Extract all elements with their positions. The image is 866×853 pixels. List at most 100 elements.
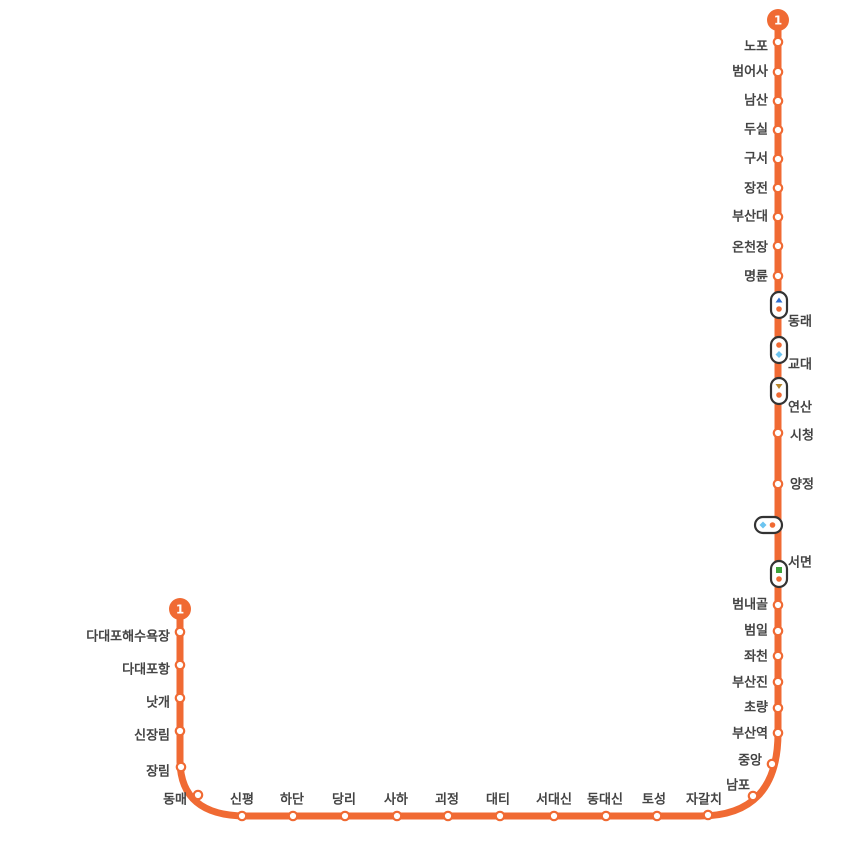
station-label[interactable]: 교대 xyxy=(788,358,812,373)
station-label[interactable]: 하단 xyxy=(280,792,304,808)
station-namsan[interactable]: 남산 xyxy=(744,93,784,109)
station-beomnaegol[interactable]: 범내골 xyxy=(732,597,784,613)
station-label[interactable]: 부산진 xyxy=(732,675,768,691)
station-marker[interactable] xyxy=(772,36,784,48)
station-marker[interactable] xyxy=(772,270,784,282)
station-label[interactable]: 범내골 xyxy=(732,597,768,613)
station-oncheonjang[interactable]: 온천장 xyxy=(732,240,784,256)
station-label[interactable]: 당리 xyxy=(332,792,356,808)
station-marker[interactable] xyxy=(174,692,186,704)
station-marker[interactable] xyxy=(772,478,784,490)
station-label[interactable]: 동래 xyxy=(788,315,812,330)
station-label[interactable]: 초량 xyxy=(744,701,768,716)
station-busan-station[interactable]: 부산역 xyxy=(732,726,784,742)
station-marker[interactable] xyxy=(651,810,663,822)
transfer-dongnae[interactable] xyxy=(769,290,789,320)
station-marker[interactable] xyxy=(772,95,784,107)
station-seomyeon[interactable]: 서면 xyxy=(788,555,812,571)
station-label[interactable]: 다대포해수욕장 xyxy=(86,629,170,645)
station-label[interactable]: 시청 xyxy=(790,428,814,444)
station-marker[interactable] xyxy=(772,727,784,739)
station-label[interactable]: 신평 xyxy=(230,792,254,808)
station-dadaepohang[interactable]: 다대포항 xyxy=(122,659,186,678)
station-marker[interactable] xyxy=(772,702,784,714)
station-label[interactable]: 명륜 xyxy=(744,269,768,285)
transfer-seomyeon[interactable] xyxy=(769,559,789,589)
station-marker[interactable] xyxy=(600,810,612,822)
station-marker[interactable] xyxy=(772,650,784,662)
station-choryang[interactable]: 초량 xyxy=(744,701,784,716)
station-label[interactable]: 범어사 xyxy=(732,64,768,80)
station-marker[interactable] xyxy=(772,625,784,637)
station-marker[interactable] xyxy=(747,790,759,802)
station-label[interactable]: 동매 xyxy=(163,793,187,808)
station-nopo[interactable]: 노포 xyxy=(744,36,784,55)
station-label[interactable]: 남포 xyxy=(726,778,750,794)
station-saha[interactable]: 사하 xyxy=(384,792,408,822)
station-marker[interactable] xyxy=(772,211,784,223)
station-label[interactable]: 남산 xyxy=(744,93,768,109)
station-myeongnyun[interactable]: 명륜 xyxy=(744,269,784,285)
station-marker[interactable] xyxy=(391,810,403,822)
station-label[interactable]: 중앙 xyxy=(738,753,762,769)
station-marker[interactable] xyxy=(548,810,560,822)
station-label[interactable]: 동대신 xyxy=(587,793,623,808)
station-marker[interactable] xyxy=(702,809,714,821)
station-marker[interactable] xyxy=(772,153,784,165)
station-goejeong[interactable]: 괴정 xyxy=(435,792,459,822)
station-label[interactable]: 좌천 xyxy=(744,649,768,665)
station-hadan[interactable]: 하단 xyxy=(280,792,304,822)
station-marker[interactable] xyxy=(494,810,506,822)
station-gyodae[interactable]: 교대 xyxy=(788,358,812,373)
station-label[interactable]: 부산대 xyxy=(732,209,768,225)
station-toseong[interactable]: 토성 xyxy=(642,793,666,822)
station-jungang[interactable]: 중앙 xyxy=(738,753,778,770)
station-marker[interactable] xyxy=(174,725,186,737)
station-label[interactable]: 낫개 xyxy=(146,696,170,711)
station-label[interactable]: 토성 xyxy=(642,793,666,808)
station-marker[interactable] xyxy=(339,810,351,822)
station-label[interactable]: 괴정 xyxy=(435,792,459,808)
station-yangjeong[interactable]: 양정 xyxy=(772,477,814,493)
station-marker[interactable] xyxy=(772,676,784,688)
station-label[interactable]: 구서 xyxy=(744,152,768,167)
station-marker[interactable] xyxy=(175,761,187,773)
station-sinjangnim[interactable]: 신장림 xyxy=(134,725,186,744)
station-jangjeon[interactable]: 장전 xyxy=(744,181,784,197)
station-label[interactable]: 양정 xyxy=(790,477,814,493)
transfer-yeonsan[interactable] xyxy=(769,376,789,406)
station-marker[interactable] xyxy=(287,810,299,822)
station-label[interactable]: 두실 xyxy=(744,122,768,138)
station-label[interactable]: 온천장 xyxy=(732,240,768,256)
station-label[interactable]: 서대신 xyxy=(536,793,572,808)
station-marker[interactable] xyxy=(766,758,778,770)
station-dongnae[interactable]: 동래 xyxy=(788,315,812,330)
station-guseo[interactable]: 구서 xyxy=(744,152,784,167)
station-jangnim[interactable]: 장림 xyxy=(146,761,187,780)
station-label[interactable]: 범일 xyxy=(744,623,768,639)
station-marker[interactable] xyxy=(772,124,784,136)
station-label[interactable]: 사하 xyxy=(384,792,408,808)
station-dongdaesin[interactable]: 동대신 xyxy=(587,793,623,822)
station-seodaesin[interactable]: 서대신 xyxy=(536,793,572,822)
transfer-bujeon[interactable] xyxy=(753,515,784,535)
station-marker[interactable] xyxy=(192,789,204,801)
station-label[interactable]: 다대포항 xyxy=(122,662,170,678)
station-nakgae[interactable]: 낫개 xyxy=(146,692,186,711)
station-beomeosa[interactable]: 범어사 xyxy=(732,64,784,80)
station-city-hall[interactable]: 시청 xyxy=(772,428,814,444)
station-dongmae[interactable]: 동매 xyxy=(163,789,204,808)
station-marker[interactable] xyxy=(236,810,248,822)
station-label[interactable]: 노포 xyxy=(744,40,768,55)
station-marker[interactable] xyxy=(772,599,784,611)
station-dusil[interactable]: 두실 xyxy=(744,122,784,138)
station-busanjin[interactable]: 부산진 xyxy=(732,675,784,691)
station-jagalchi[interactable]: 자갈치 xyxy=(686,792,722,821)
station-jwacheon[interactable]: 좌천 xyxy=(744,649,784,665)
station-dangni[interactable]: 당리 xyxy=(332,792,356,822)
station-busan-univ[interactable]: 부산대 xyxy=(732,209,784,225)
station-marker[interactable] xyxy=(772,182,784,194)
station-marker[interactable] xyxy=(442,810,454,822)
station-label[interactable]: 장전 xyxy=(744,181,768,197)
station-label[interactable]: 자갈치 xyxy=(686,792,722,808)
